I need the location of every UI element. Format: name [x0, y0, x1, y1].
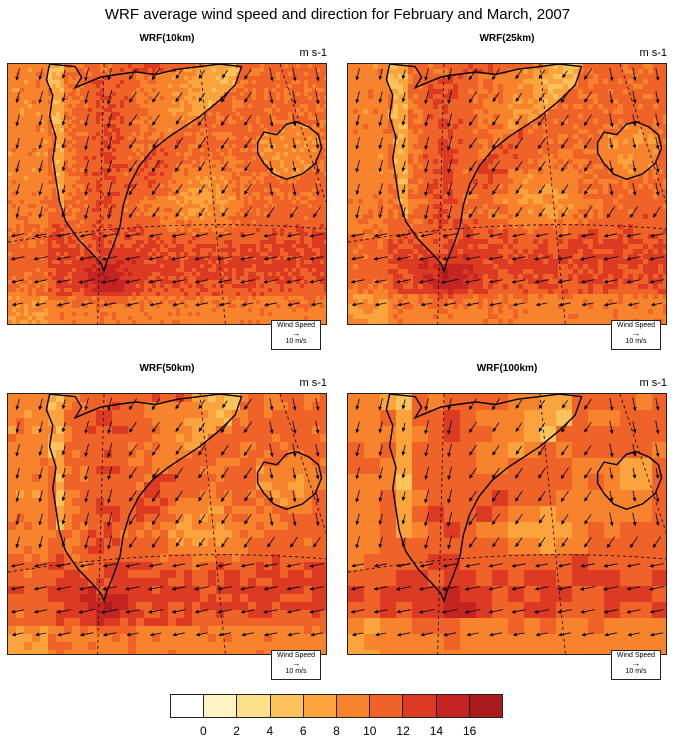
arrow-right-icon: →: [631, 658, 641, 668]
colorbar-labels: 0 2 4 6 8 10 12 14 16: [170, 724, 503, 738]
colorbar-cell: [171, 695, 205, 717]
colorbar-cell: [469, 695, 503, 717]
colorbar-label: 12: [396, 724, 410, 738]
colorbar-cell: [270, 695, 304, 717]
greenland-coastline: [385, 64, 583, 274]
wind-vectors: [350, 397, 665, 637]
reference-vector-value: 10 m/s: [285, 338, 307, 345]
map-panel-25km: WRF(25km) m s-1 Wind Speed → 10 m/s: [347, 33, 667, 350]
colorbar-cell: [303, 695, 338, 717]
greenland-coastline: [45, 64, 243, 274]
colorbar-label: 8: [333, 724, 340, 738]
reference-vector-box: Wind Speed → 10 m/s: [611, 320, 661, 350]
wind-map-svg: [348, 394, 666, 654]
arrow-right-icon: →: [291, 328, 301, 338]
colorbar-label: 6: [299, 724, 307, 738]
reference-vector-label: Wind Speed: [616, 652, 656, 659]
greenland-coastline: [385, 394, 583, 604]
reference-vector-label: Wind Speed: [616, 322, 656, 329]
colorbar-label: 14: [429, 724, 444, 738]
speed-grid: [8, 394, 326, 654]
panel-title: WRF(50km): [139, 363, 195, 374]
iceland-coastline: [256, 450, 323, 511]
panel-title: WRF(25km): [479, 33, 535, 44]
reference-vector-label: Wind Speed: [276, 322, 316, 329]
map-panel-50km: WRF(50km) m s-1 Wind Speed → 10 m/s: [7, 363, 327, 680]
panel-unit: m s-1: [299, 47, 328, 59]
colorbar-cell: [403, 695, 437, 717]
reference-vector-box: Wind Speed → 10 m/s: [271, 320, 321, 350]
iceland-coastline: [596, 120, 663, 181]
wind-map: [347, 63, 667, 325]
colorbar-label: 4: [266, 724, 274, 738]
graticule: [8, 394, 326, 654]
reference-vector-value: 10 m/s: [285, 668, 307, 675]
arrow-right-icon: →: [631, 328, 641, 338]
colorbar-cell: [337, 695, 371, 717]
graticule: [348, 394, 666, 654]
iceland-coastline: [256, 120, 323, 181]
colorbar-cell: [370, 695, 404, 717]
figure-title: WRF average wind speed and direction for…: [104, 6, 571, 23]
wind-vectors: [350, 67, 665, 307]
map-panel-10km: WRF(10km) m s-1 Wind Speed → 10 m/s: [7, 33, 327, 350]
colorbar-label: 0: [199, 724, 207, 738]
colorbar-cell: [237, 695, 271, 717]
reference-vector-value: 10 m/s: [625, 338, 647, 345]
wind-map-svg: [8, 64, 326, 324]
colorbar: [170, 694, 503, 718]
speed-grid: [348, 64, 666, 324]
wind-map: [347, 393, 667, 655]
greenland-coastline: [45, 394, 243, 604]
wind-vectors: [10, 397, 325, 637]
speed-grid: [348, 394, 666, 654]
reference-vector-box: Wind Speed → 10 m/s: [611, 650, 661, 680]
reference-vector-value: 10 m/s: [625, 668, 647, 675]
colorbar-label: 2: [233, 724, 240, 738]
panel-title: WRF(100km): [476, 363, 538, 374]
colorbar-cell: [204, 695, 238, 717]
wind-map-svg: [348, 64, 666, 324]
panel-unit: m s-1: [639, 377, 668, 389]
colorbar-cell: [436, 695, 470, 717]
speed-grid: [8, 64, 326, 324]
panel-title: WRF(10km): [139, 33, 195, 44]
wind-vectors: [10, 67, 324, 307]
graticule: [8, 64, 326, 324]
graticule: [348, 64, 666, 324]
reference-vector-label: Wind Speed: [276, 652, 316, 659]
wind-map-svg: [8, 394, 326, 654]
colorbar-label: 10: [363, 724, 377, 738]
wind-map: [7, 393, 327, 655]
map-panel-100km: WRF(100km) m s-1 Wind Speed → 10 m/s: [347, 363, 667, 680]
arrow-right-icon: →: [291, 658, 301, 668]
panel-unit: m s-1: [299, 377, 328, 389]
iceland-coastline: [596, 450, 663, 511]
colorbar-label: 16: [463, 724, 477, 738]
panel-unit: m s-1: [639, 47, 668, 59]
wind-map: [7, 63, 327, 325]
reference-vector-box: Wind Speed → 10 m/s: [271, 650, 321, 680]
